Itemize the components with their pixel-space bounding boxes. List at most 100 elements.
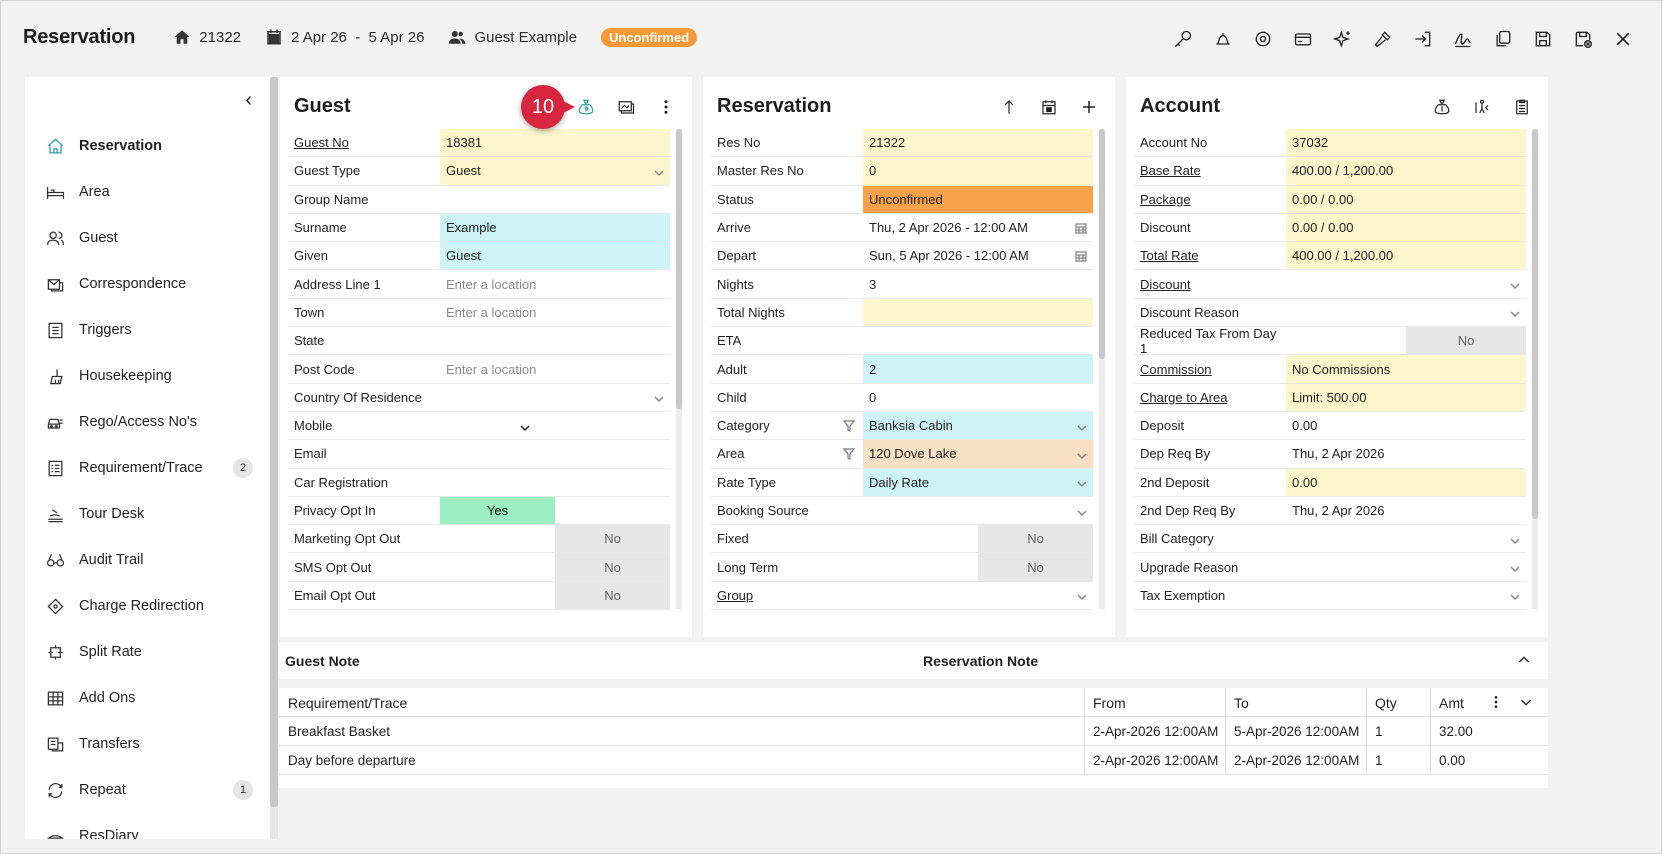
field-label[interactable]: Guest No [294,135,349,151]
sidebar-item-reservation[interactable]: Reservation [45,123,253,169]
close-icon[interactable] [1611,27,1635,51]
field-label[interactable]: Package [1140,191,1191,207]
toggle-field[interactable]: No [863,525,1093,553]
calendar-icon[interactable] [1075,250,1087,262]
field-label[interactable]: Base Rate [1140,163,1201,179]
more-options-icon[interactable] [1488,694,1504,710]
col-header-amt[interactable]: Amt [1439,694,1464,711]
col-header-to[interactable]: To [1234,694,1249,711]
sidebar-item-add-ons[interactable]: Add Ons [45,675,253,721]
add-icon[interactable] [1077,95,1101,119]
collapse-sidebar-button[interactable]: ‹ [245,89,252,111]
field-value-discount-reason[interactable] [1286,299,1526,326]
more-options-icon[interactable] [654,95,678,119]
field-label[interactable]: Charge to Area [1140,389,1228,405]
field-value-status[interactable]: Unconfirmed [863,185,1093,213]
field-value-account-no[interactable]: 37032 [1286,129,1526,157]
chevron-down-icon[interactable] [1510,590,1520,601]
toggle-no[interactable]: No [978,553,1093,581]
field-value-town[interactable]: Enter a location [440,299,670,326]
sign-icon[interactable] [1451,27,1475,51]
sparkle-icon[interactable] [1331,27,1355,51]
key-icon[interactable] [1171,27,1195,51]
calendar-icon[interactable] [1075,222,1087,234]
field-value-discount[interactable] [1286,270,1526,297]
money-bag-icon[interactable] [1430,95,1454,119]
table-row[interactable]: Breakfast Basket 2-Apr-2026 12:00AM 5-Ap… [279,717,1548,746]
toggle-field[interactable]: Yes [440,496,670,525]
field-value-depart[interactable]: Sun, 5 Apr 2026 - 12:00 AM [863,242,1093,269]
person-transfer-icon[interactable] [1470,95,1494,119]
field-value-total-rate[interactable]: 400.00 / 1,200.00 [1286,242,1526,270]
field-value-group[interactable] [863,582,1093,609]
field-value-tax-exemption[interactable] [1286,582,1526,609]
toggle-yes[interactable]: Yes [440,496,555,525]
toggle-no[interactable]: No [555,525,670,553]
field-value-base-rate[interactable]: 400.00 / 1,200.00 [1286,157,1526,185]
field-value-area[interactable]: 120 Dove Lake [842,440,1093,468]
field-value-guest-no[interactable]: 18381 [440,129,670,157]
reservation-note-tab[interactable]: Reservation Note [923,652,1039,669]
sidebar-item-audit-trail[interactable]: Audit Trail [45,537,253,583]
col-header-requirement[interactable]: Requirement/Trace [288,694,408,711]
credit-card-icon[interactable] [1291,27,1315,51]
field-value-mobile[interactable] [440,412,670,439]
field-value-master-res-no[interactable]: 0 [863,157,1093,185]
account-panel-scrollbar[interactable] [1532,129,1538,609]
chevron-down-icon[interactable] [1510,279,1520,290]
field-label[interactable]: Commission [1140,361,1212,377]
field-value-dep-req-by[interactable]: Thu, 2 Apr 2026 [1286,440,1526,467]
chevron-down-icon[interactable] [1518,694,1534,710]
sidebar-item-transfers[interactable]: Transfers [45,721,253,767]
sidebar-scrollbar[interactable] [270,77,278,839]
toggle-field[interactable]: No [1286,327,1526,355]
chevron-down-icon[interactable] [654,392,664,403]
filter-icon[interactable] [842,448,856,460]
field-value-country-of-residence[interactable] [440,384,670,411]
reservation-panel-scrollbar[interactable] [1099,129,1105,609]
field-value-eta[interactable] [863,327,1093,354]
field-value-2nd-dep-req-by[interactable]: Thu, 2 Apr 2026 [1286,497,1526,524]
clipboard-icon[interactable] [1510,95,1534,119]
field-value-rate-type[interactable]: Daily Rate [863,468,1093,496]
sidebar-item-split-rate[interactable]: Split Rate [45,629,253,675]
arrow-up-icon[interactable] [997,95,1021,119]
field-value-car-registration[interactable] [440,469,670,496]
sign-in-icon[interactable] [1411,27,1435,51]
calendar-add-icon[interactable] [1037,95,1061,119]
field-value-bill-category[interactable] [1286,525,1526,552]
field-value-total-nights[interactable] [863,298,1093,327]
money-bag-icon[interactable] [574,95,598,119]
sidebar-item-requirement-trace[interactable]: Requirement/Trace 2 [45,445,253,491]
field-label[interactable]: Total Rate [1140,248,1199,264]
field-value-nights[interactable]: 3 [863,270,1093,297]
chevron-down-icon[interactable] [654,166,664,176]
toggle-field[interactable]: No [440,581,670,610]
sidebar-item-housekeeping[interactable]: Housekeeping [45,353,253,399]
toggle-no[interactable]: No [555,581,670,610]
hammer-icon[interactable] [1371,27,1395,51]
field-value-adult[interactable]: 2 [863,355,1093,383]
col-header-from[interactable]: From [1093,694,1126,711]
toggle-no[interactable]: No [978,525,1093,553]
field-value-email[interactable] [440,440,670,467]
chevron-down-icon[interactable] [520,421,530,431]
sidebar-item-triggers[interactable]: Triggers [45,307,253,353]
toggle-field[interactable]: No [440,525,670,553]
field-value-deposit[interactable]: 0.00 [1286,412,1526,439]
copy-icon[interactable] [1491,27,1515,51]
save-close-icon[interactable] [1571,27,1595,51]
field-value-given[interactable]: Guest [440,242,670,270]
field-value-group-name[interactable] [440,186,670,213]
col-header-qty[interactable]: Qty [1375,694,1397,711]
save-icon[interactable] [1531,27,1555,51]
sidebar-item-tour-desk[interactable]: Tour Desk [45,491,253,537]
table-row[interactable]: Day before departure 2-Apr-2026 12:00AM … [279,746,1548,775]
chevron-down-icon[interactable] [1077,590,1087,601]
guest-note-tab[interactable]: Guest Note [285,652,360,669]
field-label[interactable]: Discount [1140,276,1191,292]
sidebar-item-guest[interactable]: Guest [45,215,253,261]
chevron-down-icon[interactable] [1077,421,1087,431]
sidebar-item-repeat[interactable]: Repeat 1 [45,767,253,813]
chevron-down-icon[interactable] [1077,506,1087,516]
